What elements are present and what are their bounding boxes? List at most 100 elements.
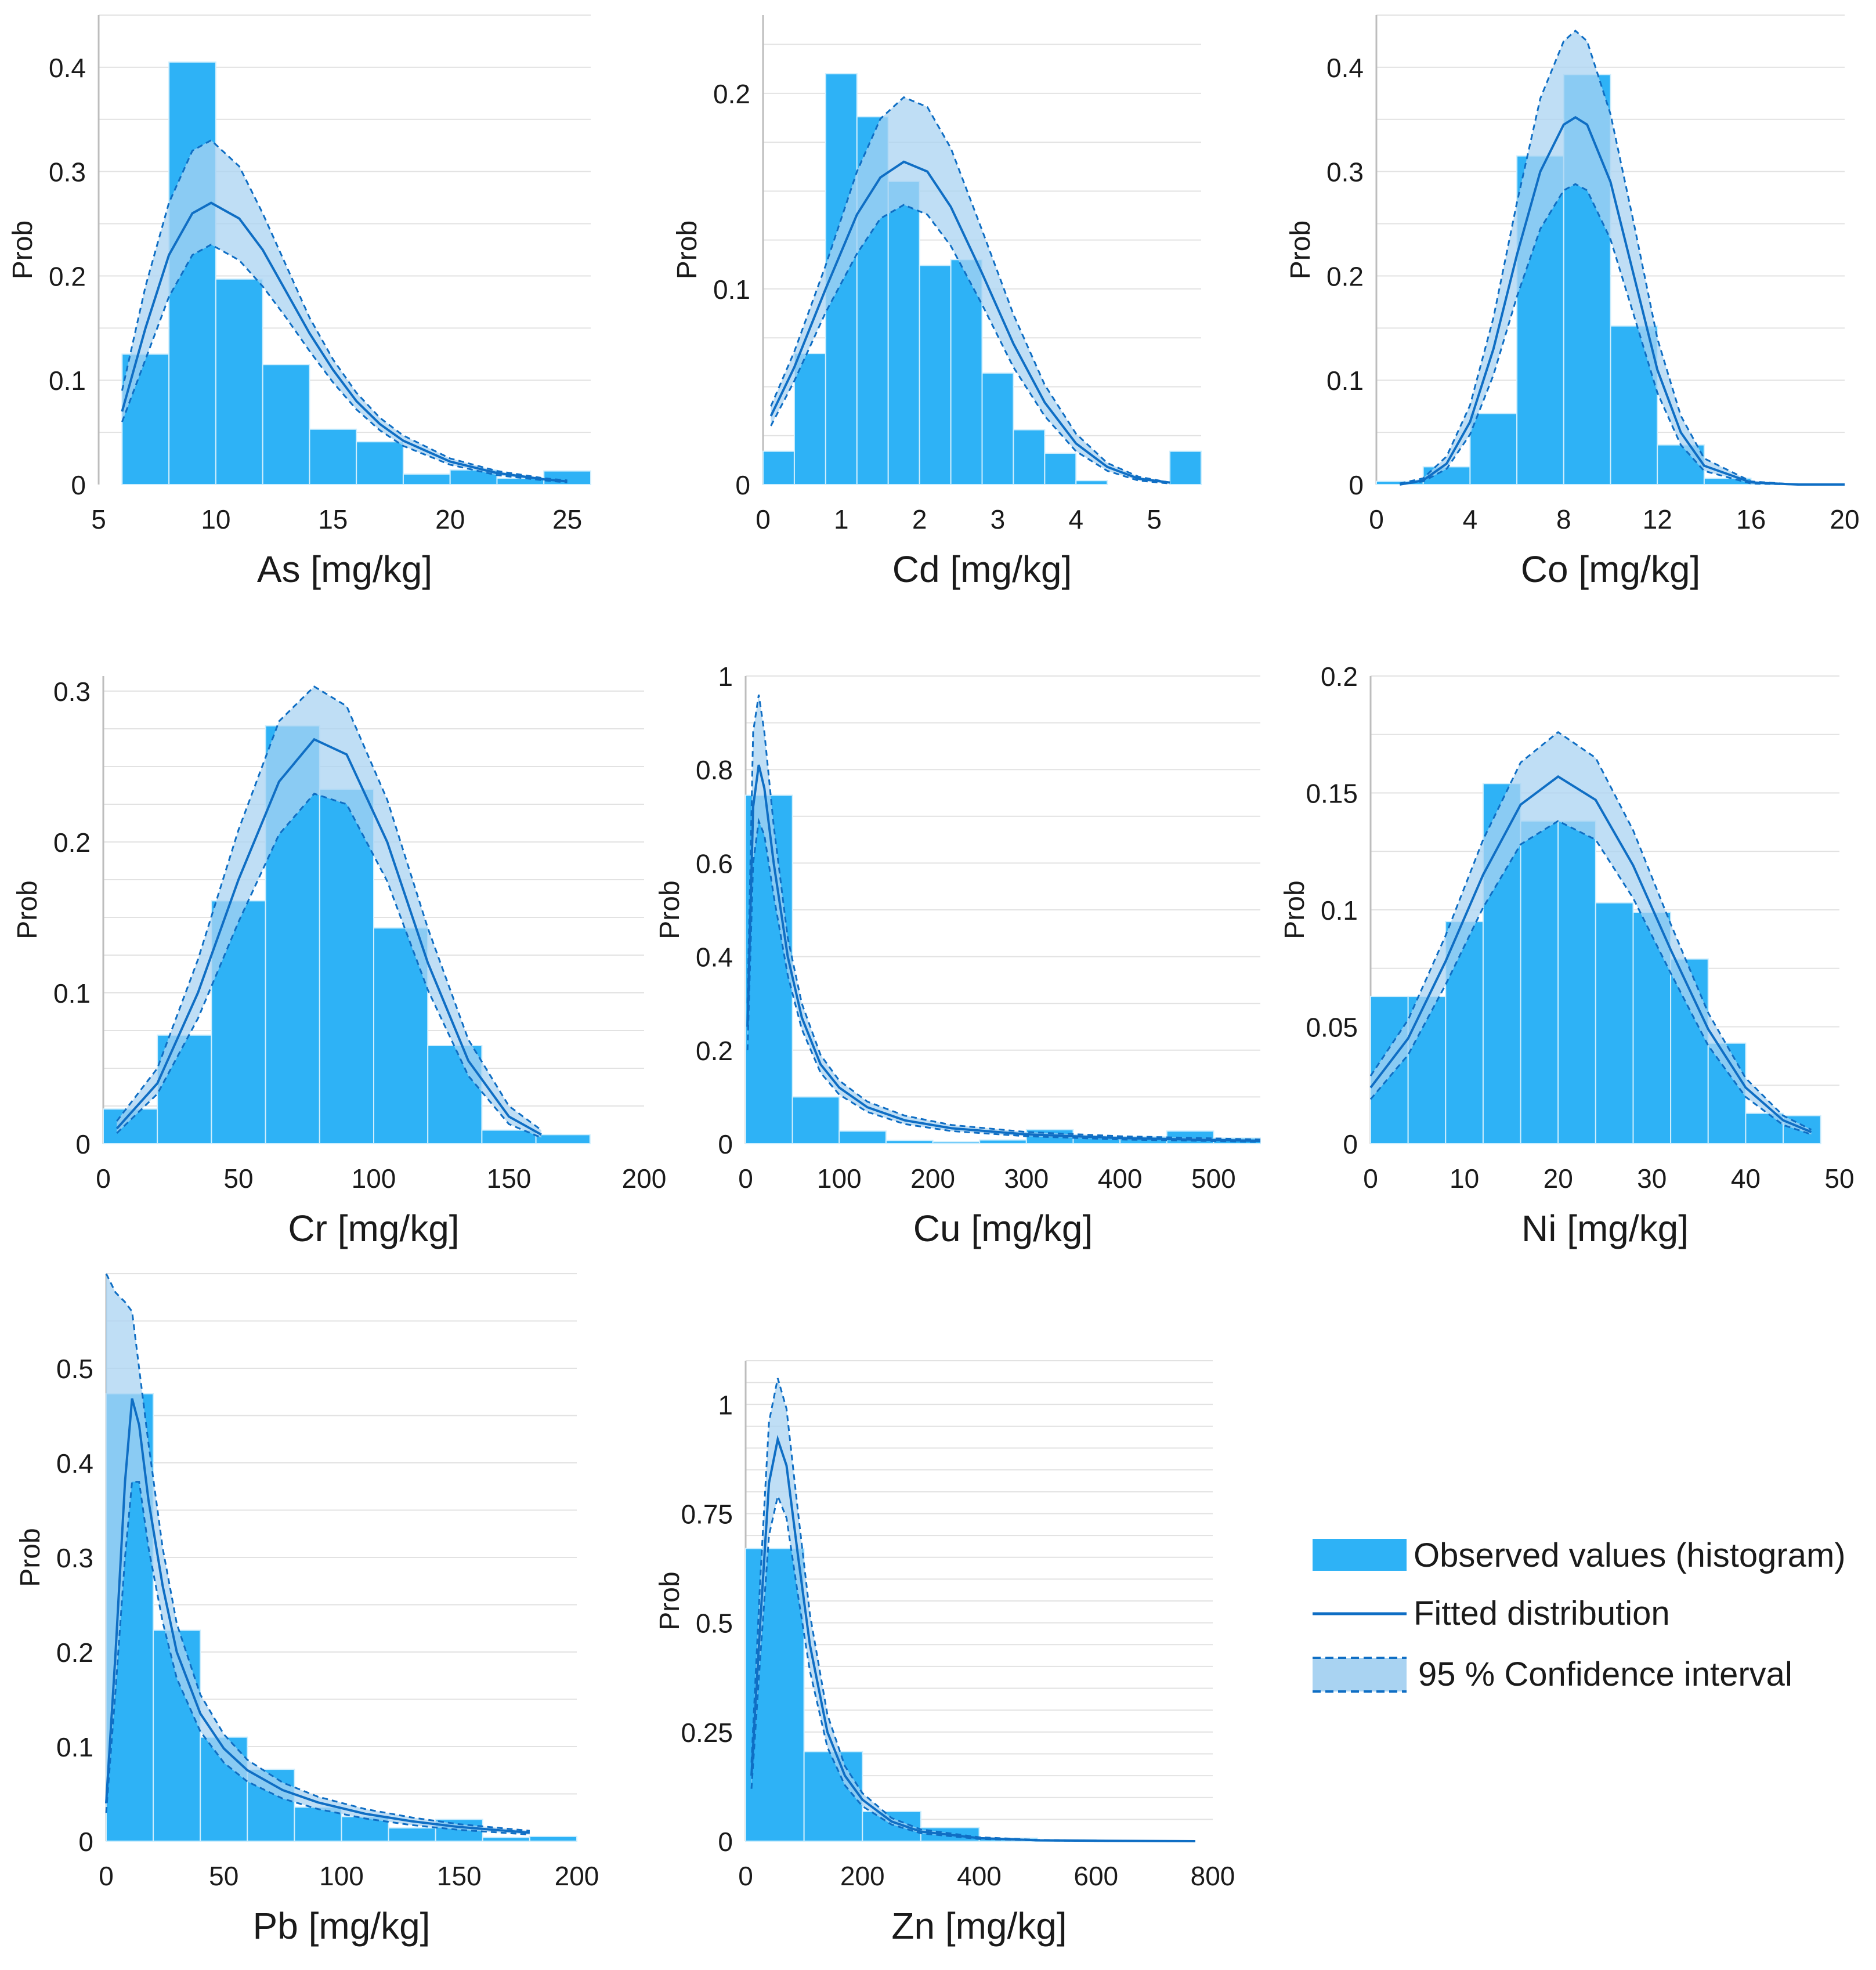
x-tick-labels: 5 10 15 20 25	[91, 504, 582, 534]
y-tick-labels: 0 0.25 0.5 0.75 1	[681, 1390, 733, 1857]
y-tick-labels: 0 0.05 0.1 0.15 0.2	[1306, 662, 1358, 1159]
y-tick-label: 0.2	[56, 1638, 93, 1668]
chart-ni: 0 0.05 0.1 0.15 0.2 0 10 20 30 40 50 Ni [mg/kg] Prob	[1279, 662, 1855, 1249]
histogram-bars	[121, 61, 591, 486]
histogram-bar	[535, 1134, 591, 1145]
histogram-bar	[791, 1096, 840, 1145]
y-axis-title: Prob	[15, 1528, 46, 1586]
chart-pb: 0 0.1 0.2 0.3 0.4 0.5 0 50 100 150 200 Pb [mg/kg] Pr…	[15, 1273, 599, 1947]
x-tick-label: 400	[1098, 1163, 1143, 1194]
histogram-bar	[979, 1139, 1027, 1145]
histogram-bar	[762, 450, 795, 486]
histogram-bar	[745, 1548, 805, 1842]
y-tick-label: 0.1	[49, 366, 86, 396]
gridlines	[746, 1360, 1213, 1820]
x-tick-label: 200	[840, 1861, 885, 1891]
y-tick-labels: 0 0.2 0.4 0.6 0.8 1	[696, 662, 733, 1159]
y-tick-label: 0	[718, 1827, 733, 1857]
y-tick-labels: 0 0.1 0.2 0.3	[53, 677, 91, 1159]
histogram-bar	[294, 1806, 342, 1842]
x-tick-label: 0	[756, 504, 771, 534]
histogram-bar	[262, 364, 310, 486]
x-tick-label: 20	[1830, 504, 1859, 534]
confidence-lower-bound	[121, 243, 568, 483]
y-tick-label: 0.3	[56, 1543, 93, 1573]
chart-zn: 0 0.25 0.5 0.75 1 0 200 400 600 800 Zn [mg/kg] Prob	[655, 1360, 1235, 1947]
x-tick-label: 30	[1637, 1163, 1667, 1194]
x-axis-title: Zn [mg/kg]	[891, 1905, 1067, 1947]
histogram-bar	[838, 1130, 887, 1144]
x-tick-label: 10	[201, 504, 230, 534]
histogram-bar	[885, 1140, 934, 1144]
histogram-bar	[1044, 453, 1077, 486]
y-tick-label: 0.15	[1306, 779, 1358, 809]
histogram-bar	[482, 1837, 530, 1842]
y-tick-label: 0	[75, 1129, 91, 1159]
x-axis-title: Cu [mg/kg]	[913, 1208, 1093, 1249]
x-tick-label: 20	[435, 504, 465, 534]
x-tick-label: 25	[552, 504, 582, 534]
y-tick-label: 0.3	[53, 677, 91, 707]
chart-as: 0 0.1 0.2 0.3 0.4 5 10 15 20 25 As [mg/kg] Prob	[8, 15, 591, 590]
confidence-lower-bound	[746, 817, 1261, 1143]
y-tick-label: 0.8	[696, 755, 733, 785]
histogram-bar	[803, 1751, 863, 1842]
y-tick-label: 0.2	[1326, 261, 1364, 291]
y-tick-label: 0.75	[681, 1499, 733, 1529]
x-tick-labels: 0 100 200 300 400 500	[738, 1163, 1236, 1194]
y-tick-label: 0	[71, 470, 86, 500]
histogram-bar	[919, 265, 952, 485]
x-tick-label: 200	[910, 1163, 955, 1194]
histogram-bars	[745, 1548, 1155, 1842]
histogram-bar	[319, 789, 374, 1144]
x-tick-label: 600	[1073, 1861, 1118, 1891]
x-tick-label: 50	[1824, 1163, 1854, 1194]
confidence-upper-bound	[105, 1273, 530, 1832]
x-tick-label: 100	[319, 1861, 364, 1891]
y-axis-title: Prob	[672, 221, 703, 279]
x-tick-label: 0	[96, 1163, 111, 1194]
y-tick-labels: 0 0.1 0.2	[713, 79, 750, 500]
histogram-bar	[1013, 429, 1046, 485]
legend-histogram-label: Observed values (histogram)	[1414, 1537, 1846, 1574]
x-tick-label: 10	[1450, 1163, 1479, 1194]
legend-histogram-swatch	[1313, 1539, 1407, 1571]
x-tick-label: 5	[1147, 504, 1162, 534]
y-tick-label: 0.1	[1326, 366, 1364, 396]
legend-fitted-label: Fitted distribution	[1414, 1595, 1670, 1632]
x-axis-title: Cr [mg/kg]	[288, 1208, 459, 1249]
y-axis-title: Prob	[8, 221, 38, 279]
histogram-bar	[388, 1827, 436, 1842]
x-tick-label: 0	[1369, 504, 1384, 534]
y-tick-label: 0	[78, 1827, 93, 1857]
y-tick-labels: 0 0.1 0.2 0.3 0.4	[49, 53, 86, 500]
y-tick-label: 0.25	[681, 1718, 733, 1748]
x-axis-title: As [mg/kg]	[257, 548, 432, 590]
y-tick-label: 0.2	[713, 79, 750, 109]
fitted-distribution-line	[105, 1398, 530, 1834]
y-tick-labels: 0 0.1 0.2 0.3 0.4	[1326, 53, 1364, 500]
histogram-bar	[1075, 480, 1108, 486]
x-tick-labels: 0 50 100 150 200	[96, 1163, 666, 1194]
histogram-bar	[356, 441, 404, 485]
confidence-upper-bound	[116, 685, 542, 1131]
x-tick-label: 16	[1736, 504, 1766, 534]
confidence-lower-bound	[1400, 183, 1845, 486]
y-tick-label: 0.6	[696, 848, 733, 879]
x-axis-title: Co [mg/kg]	[1521, 548, 1700, 590]
y-tick-label: 0	[1349, 470, 1364, 500]
x-tick-label: 50	[209, 1861, 238, 1891]
histogram-bar	[1557, 820, 1596, 1144]
histogram-bar	[529, 1835, 578, 1842]
y-tick-label: 0.2	[49, 261, 86, 291]
histogram-bar	[793, 353, 826, 486]
confidence-upper-bound	[121, 139, 568, 482]
fitted-distribution-line	[746, 764, 1261, 1143]
x-tick-label: 4	[1463, 504, 1478, 534]
x-tick-label: 15	[318, 504, 348, 534]
x-tick-label: 300	[1004, 1163, 1049, 1194]
x-tick-label: 100	[817, 1163, 862, 1194]
histogram-bar	[1469, 413, 1518, 485]
histogram-bar	[402, 473, 451, 486]
